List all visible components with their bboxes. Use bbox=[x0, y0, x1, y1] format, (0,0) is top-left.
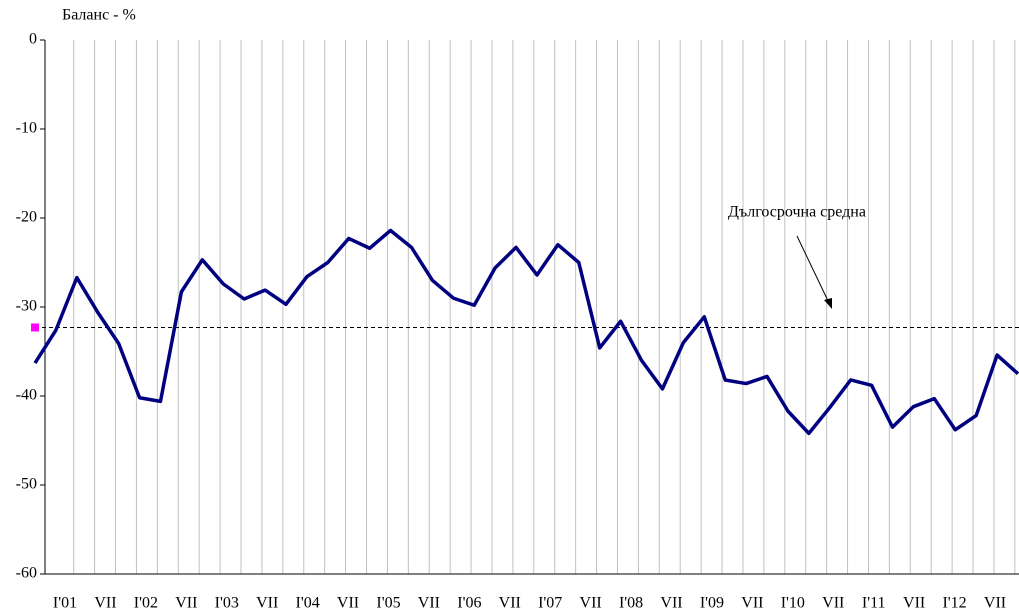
x-tick-label: VII bbox=[499, 595, 521, 612]
y-tick-label: -50 bbox=[16, 476, 37, 493]
x-tick-label: VII bbox=[175, 595, 197, 612]
average-marker bbox=[31, 323, 39, 332]
data-line bbox=[33, 228, 1019, 436]
x-tick-label: VII bbox=[660, 595, 682, 612]
x-tick-label: VII bbox=[580, 595, 602, 612]
y-tick-label: -40 bbox=[16, 387, 37, 404]
x-tick-label: VII bbox=[741, 595, 763, 612]
x-tick-label: VII bbox=[822, 595, 844, 612]
x-tick-label: I'03 bbox=[215, 595, 239, 612]
x-tick-label: VII bbox=[984, 595, 1006, 612]
x-tick-label: VII bbox=[418, 595, 440, 612]
y-tick-label: 0 bbox=[29, 31, 37, 48]
arrow-head bbox=[824, 298, 832, 309]
x-tick-label: I'11 bbox=[862, 595, 886, 612]
y-tick-label: -10 bbox=[16, 120, 37, 137]
x-tick-label: I'12 bbox=[942, 595, 966, 612]
x-tick-label: I'04 bbox=[295, 595, 319, 612]
x-tick-label: I'05 bbox=[376, 595, 400, 612]
x-tick-label: VII bbox=[94, 595, 116, 612]
x-tick-label: VII bbox=[903, 595, 925, 612]
x-tick-label: I'02 bbox=[134, 595, 158, 612]
x-tick-label: I'08 bbox=[619, 595, 643, 612]
x-tick-label: VII bbox=[337, 595, 359, 612]
y-tick-label: -20 bbox=[16, 209, 37, 226]
x-tick-label: I'07 bbox=[538, 595, 562, 612]
x-tick-label: VII bbox=[256, 595, 278, 612]
y-tick-label: -30 bbox=[16, 298, 37, 315]
y-tick-label: -60 bbox=[16, 565, 37, 582]
annotation-arrow bbox=[796, 235, 831, 306]
x-tick-label: I'06 bbox=[457, 595, 481, 612]
x-tick-label: I'10 bbox=[781, 595, 805, 612]
x-tick-label: I'09 bbox=[700, 595, 724, 612]
x-tick-label: I'01 bbox=[53, 595, 77, 612]
annotation: Дългосрочна средна bbox=[728, 204, 866, 221]
y-axis-label: Баланс - % bbox=[62, 7, 136, 24]
